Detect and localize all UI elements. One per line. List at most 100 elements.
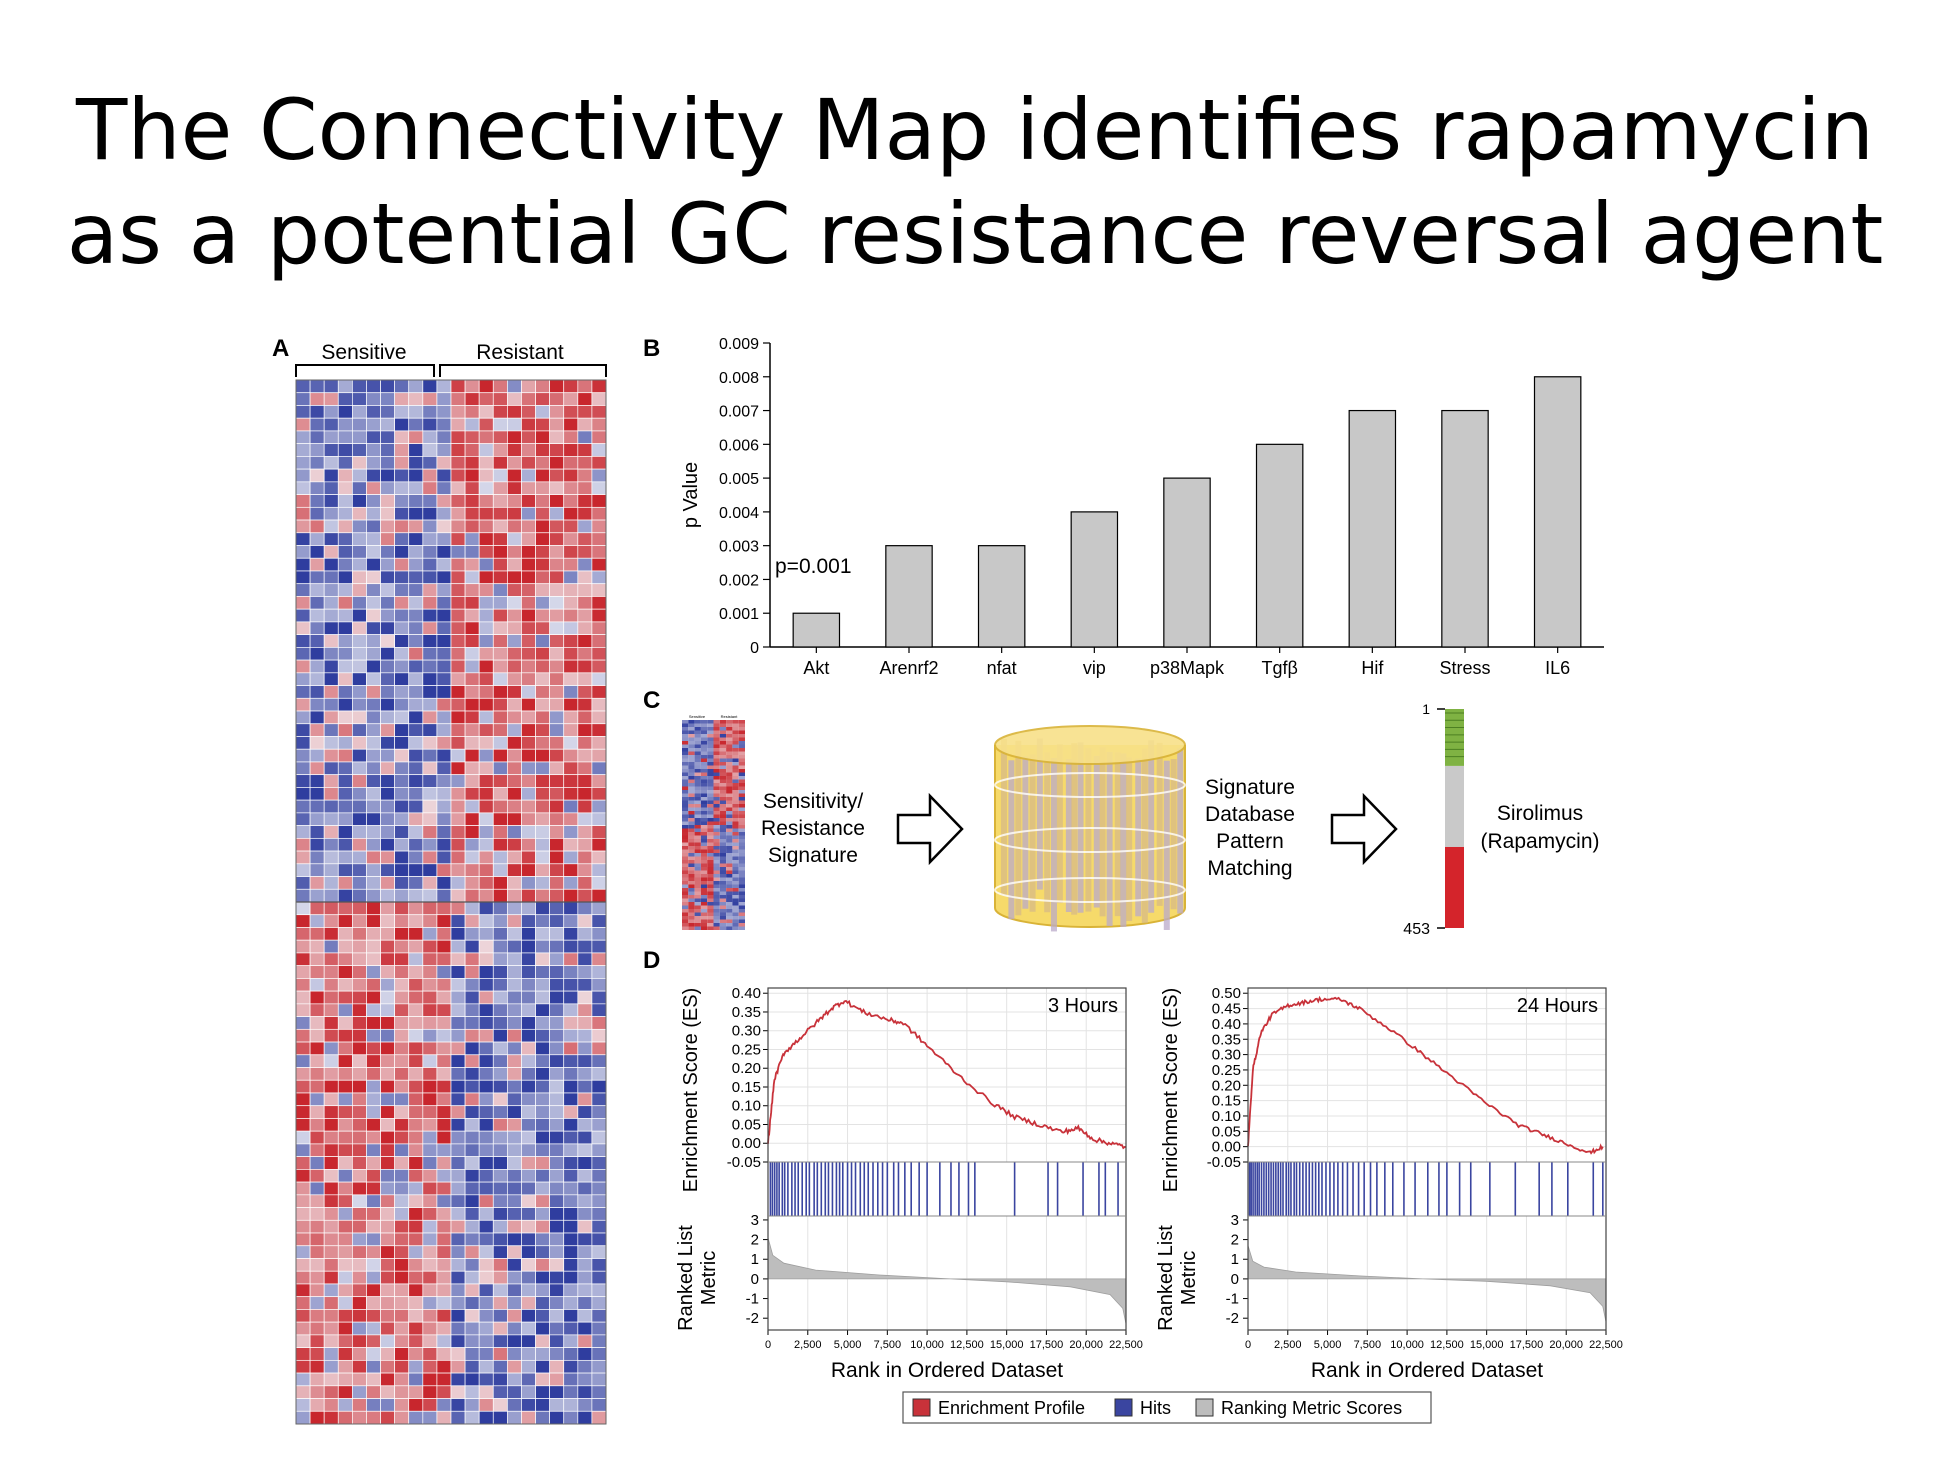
mini-heatmap-cell bbox=[719, 720, 727, 724]
heatmap-cell bbox=[577, 1169, 593, 1183]
heatmap-cell bbox=[492, 1105, 508, 1119]
heatmap-cell bbox=[492, 914, 508, 928]
heatmap-cell bbox=[408, 1028, 424, 1043]
heatmap-cell bbox=[394, 812, 410, 826]
heatmap-cell bbox=[380, 850, 395, 865]
heatmap-cell bbox=[535, 876, 550, 890]
heatmap-cell bbox=[436, 1143, 452, 1157]
heatmap-cell bbox=[295, 1296, 311, 1310]
mini-heatmap-cell bbox=[713, 923, 720, 927]
heatmap-cell bbox=[408, 1067, 424, 1081]
heatmap-cell bbox=[394, 723, 410, 737]
database-slab bbox=[1135, 758, 1142, 917]
heatmap-cell bbox=[295, 1232, 311, 1247]
mini-heatmap-cell bbox=[700, 828, 708, 832]
heatmap-cell bbox=[352, 939, 367, 954]
heatmap-cell bbox=[563, 876, 579, 890]
heatmap-cell bbox=[422, 799, 438, 814]
heatmap-cell bbox=[577, 787, 593, 801]
mini-heatmap-cell bbox=[726, 891, 733, 895]
heatmap-cell bbox=[464, 990, 480, 1005]
gsea-x-tick-label: 2,500 bbox=[794, 1339, 822, 1351]
heatmap-cell bbox=[577, 1258, 593, 1272]
heatmap-cell bbox=[436, 596, 452, 610]
database-slabs bbox=[1000, 738, 1184, 932]
heatmap-cell bbox=[422, 978, 438, 992]
mini-heatmap-cell bbox=[726, 800, 733, 804]
heatmap-cell bbox=[563, 608, 579, 623]
heatmap-cell bbox=[507, 825, 522, 839]
heatmap-cell bbox=[549, 468, 565, 483]
heatmap-cell bbox=[309, 837, 325, 852]
heatmap-cell bbox=[577, 1232, 593, 1247]
heatmap-cell bbox=[478, 799, 494, 814]
heatmap-cell bbox=[436, 557, 452, 572]
heatmap-cell bbox=[535, 468, 550, 483]
heatmap-cell bbox=[521, 557, 536, 572]
heatmap-cell bbox=[380, 1207, 395, 1221]
heatmap-cell bbox=[478, 443, 494, 457]
heatmap-cell bbox=[521, 1385, 536, 1399]
heatmap-cell bbox=[521, 1398, 536, 1412]
mini-heatmap-cell bbox=[726, 839, 733, 843]
gsea-x-tick-label: 10,000 bbox=[1390, 1339, 1424, 1351]
heatmap-cell bbox=[591, 1067, 607, 1081]
heatmap-cell bbox=[295, 405, 311, 419]
mini-heatmap-cell bbox=[700, 748, 708, 752]
heatmap-cell bbox=[366, 1207, 381, 1221]
heatmap-cell bbox=[366, 1219, 381, 1234]
heatmap-cell bbox=[591, 1347, 607, 1361]
heatmap-cell bbox=[450, 1067, 466, 1081]
heatmap-cell bbox=[394, 952, 410, 967]
mini-heatmap-cell bbox=[732, 909, 739, 913]
mini-heatmap-cell bbox=[700, 842, 708, 846]
heatmap-cell bbox=[337, 608, 353, 623]
heatmap-cell bbox=[366, 1092, 381, 1107]
heatmap-cell bbox=[563, 812, 579, 826]
heatmap-cell bbox=[591, 608, 607, 623]
heatmap-cell bbox=[422, 1283, 438, 1298]
heatmap-cell bbox=[577, 468, 593, 483]
mini-heatmap-cell bbox=[682, 779, 689, 783]
heatmap-cell bbox=[591, 990, 607, 1005]
database-slab bbox=[1156, 742, 1163, 906]
heatmap-cell bbox=[394, 1385, 410, 1399]
heatmap-cell bbox=[380, 1232, 395, 1247]
mini-heatmap-cell bbox=[713, 846, 720, 850]
heatmap-cell bbox=[535, 1016, 550, 1030]
heatmap-cell bbox=[478, 1219, 494, 1234]
heatmap-cell bbox=[309, 672, 325, 686]
heatmap-cell bbox=[507, 1309, 522, 1323]
heatmap-cell bbox=[563, 1270, 579, 1285]
heatmap-cell bbox=[352, 608, 367, 623]
heatmap-cell bbox=[352, 710, 367, 725]
heatmap-cell bbox=[422, 621, 438, 635]
mini-heatmap-cell bbox=[726, 825, 733, 829]
bar-chart-x-label: IL6 bbox=[1545, 658, 1570, 678]
heatmap-cell bbox=[591, 519, 607, 534]
heatmap-cell bbox=[521, 1270, 536, 1285]
heatmap-cell bbox=[591, 1181, 607, 1196]
mini-heatmap-cell bbox=[713, 804, 720, 808]
gsea-x-tick-label: 0 bbox=[1245, 1339, 1251, 1351]
heatmap-cell bbox=[450, 392, 466, 406]
bar-nfat bbox=[977, 545, 1026, 648]
heatmap-cell bbox=[309, 608, 325, 623]
mini-heatmap-cell bbox=[713, 877, 720, 881]
heatmap-cell bbox=[295, 1372, 311, 1387]
heatmap-cell bbox=[352, 697, 367, 712]
heatmap-cell bbox=[549, 443, 565, 457]
heatmap-cell bbox=[591, 1398, 607, 1412]
heatmap-cell bbox=[422, 1105, 438, 1119]
heatmap-cell bbox=[478, 1398, 494, 1412]
heatmap-cell bbox=[323, 1334, 339, 1348]
heatmap-cell bbox=[521, 837, 536, 852]
heatmap-cell bbox=[436, 1092, 452, 1107]
heatmap-cell bbox=[352, 723, 367, 737]
mini-heatmap-cell bbox=[738, 758, 745, 762]
gsea-es-tick-label: 0.15 bbox=[732, 1079, 761, 1096]
heatmap-cell bbox=[549, 1245, 565, 1259]
heatmap-cell bbox=[366, 1041, 381, 1056]
heatmap-cell bbox=[309, 1169, 325, 1183]
mini-heatmap-cell bbox=[707, 807, 714, 811]
